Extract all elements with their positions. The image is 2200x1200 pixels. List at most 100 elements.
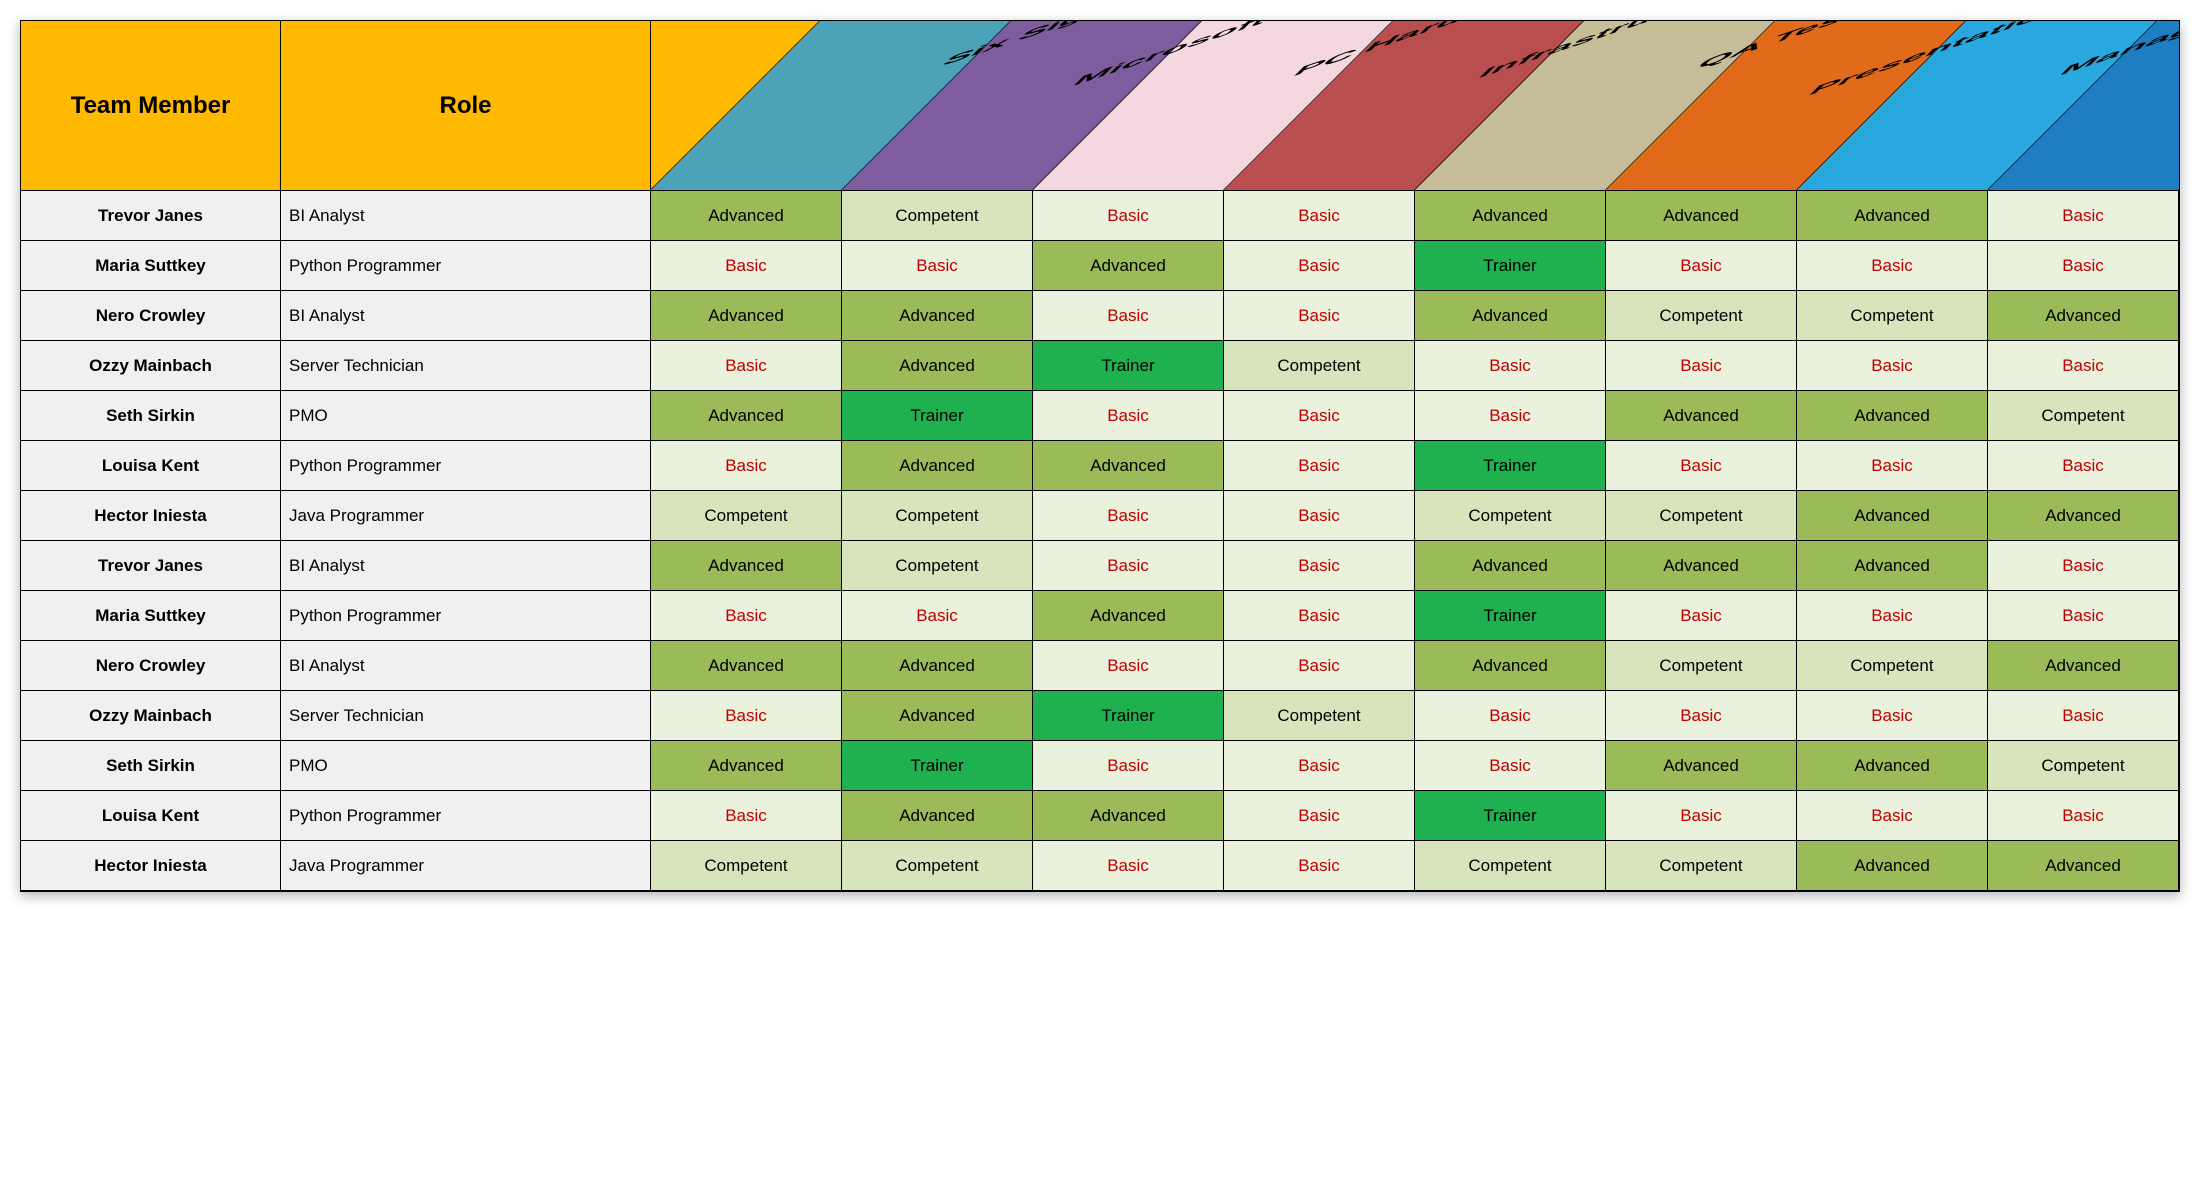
- role-cell: PMO: [281, 391, 651, 441]
- member-cell: Maria Suttkey: [21, 591, 281, 641]
- member-cell: Louisa Kent: [21, 441, 281, 491]
- skill-cell: Competent: [1606, 641, 1797, 691]
- member-cell: Hector Iniesta: [21, 491, 281, 541]
- skill-cell: Basic: [1797, 791, 1988, 841]
- skill-cell: Trainer: [1415, 241, 1606, 291]
- skill-cell: Basic: [1224, 641, 1415, 691]
- skill-cell: Competent: [842, 541, 1033, 591]
- skill-cell: Competent: [1797, 291, 1988, 341]
- role-cell: Java Programmer: [281, 841, 651, 891]
- skill-cell: Basic: [1797, 441, 1988, 491]
- skill-cell: Competent: [842, 191, 1033, 241]
- header-role: Role: [281, 21, 651, 191]
- header-skills: WrittenManagementPresentation SkillsQA T…: [651, 21, 2179, 191]
- skill-cell: Advanced: [1606, 191, 1797, 241]
- role-cell: Java Programmer: [281, 491, 651, 541]
- skill-cell: Advanced: [1797, 541, 1988, 591]
- skill-cell: Advanced: [1033, 241, 1224, 291]
- skill-cell: Competent: [1224, 691, 1415, 741]
- skill-cell: Competent: [651, 841, 842, 891]
- skill-cell: Advanced: [1415, 541, 1606, 591]
- skill-cell: Trainer: [1415, 791, 1606, 841]
- skill-cell: Advanced: [842, 791, 1033, 841]
- skill-cell: Basic: [651, 341, 842, 391]
- skill-cell: Basic: [1033, 291, 1224, 341]
- skill-cell: Advanced: [1033, 591, 1224, 641]
- skill-cell: Basic: [1033, 191, 1224, 241]
- skill-cell: Advanced: [1606, 391, 1797, 441]
- table-row: Hector IniestaJava ProgrammerCompetentCo…: [21, 491, 2179, 541]
- skill-cell: Advanced: [842, 441, 1033, 491]
- member-cell: Hector Iniesta: [21, 841, 281, 891]
- skill-cell: Competent: [1606, 291, 1797, 341]
- skill-cell: Trainer: [842, 391, 1033, 441]
- member-cell: Maria Suttkey: [21, 241, 281, 291]
- skill-cell: Basic: [1224, 491, 1415, 541]
- table-row: Louisa KentPython ProgrammerBasicAdvance…: [21, 791, 2179, 841]
- role-cell: PMO: [281, 741, 651, 791]
- skill-cell: Basic: [1224, 591, 1415, 641]
- skill-cell: Basic: [1797, 591, 1988, 641]
- skill-cell: Trainer: [1415, 591, 1606, 641]
- role-cell: Python Programmer: [281, 241, 651, 291]
- member-cell: Trevor Janes: [21, 541, 281, 591]
- table-row: Louisa KentPython ProgrammerBasicAdvance…: [21, 441, 2179, 491]
- skill-cell: Basic: [1033, 391, 1224, 441]
- skill-cell: Competent: [1415, 841, 1606, 891]
- member-cell: Ozzy Mainbach: [21, 341, 281, 391]
- skill-cell: Advanced: [651, 391, 842, 441]
- skill-cell: Basic: [1033, 491, 1224, 541]
- skills-matrix: Team Member Role WrittenManagementPresen…: [20, 20, 2180, 892]
- skill-cell: Basic: [1988, 591, 2179, 641]
- table-row: Nero CrowleyBI AnalystAdvancedAdvancedBa…: [21, 291, 2179, 341]
- skill-cell: Advanced: [1606, 741, 1797, 791]
- skill-cell: Competent: [1224, 341, 1415, 391]
- role-cell: BI Analyst: [281, 191, 651, 241]
- member-cell: Seth Sirkin: [21, 391, 281, 441]
- skill-cell: Basic: [1033, 741, 1224, 791]
- skill-cell: Advanced: [1797, 391, 1988, 441]
- skill-cell: Trainer: [842, 741, 1033, 791]
- table-row: Seth SirkinPMOAdvancedTrainerBasicBasicB…: [21, 741, 2179, 791]
- skill-cell: Advanced: [1415, 191, 1606, 241]
- skill-cell: Basic: [1606, 341, 1797, 391]
- skill-cell: Basic: [1988, 691, 2179, 741]
- skill-cell: Advanced: [1797, 741, 1988, 791]
- skill-cell: Basic: [1415, 341, 1606, 391]
- member-cell: Nero Crowley: [21, 641, 281, 691]
- skill-cell: Basic: [1797, 691, 1988, 741]
- skill-cell: Basic: [1415, 741, 1606, 791]
- table-row: Maria SuttkeyPython ProgrammerBasicBasic…: [21, 591, 2179, 641]
- skill-cell: Basic: [651, 591, 842, 641]
- skill-cell: Competent: [651, 491, 842, 541]
- skill-cell: Advanced: [1797, 191, 1988, 241]
- skill-cell: Competent: [1988, 391, 2179, 441]
- header-member: Team Member: [21, 21, 281, 191]
- skill-cell: Basic: [1033, 541, 1224, 591]
- skill-cell: Basic: [1224, 441, 1415, 491]
- member-cell: Louisa Kent: [21, 791, 281, 841]
- table-row: Nero CrowleyBI AnalystAdvancedAdvancedBa…: [21, 641, 2179, 691]
- skill-cell: Basic: [1606, 441, 1797, 491]
- role-cell: Python Programmer: [281, 591, 651, 641]
- skill-cell: Advanced: [1033, 791, 1224, 841]
- skill-cell: Basic: [1033, 841, 1224, 891]
- skill-cell: Advanced: [1033, 441, 1224, 491]
- skill-cell: Basic: [1224, 741, 1415, 791]
- skill-cell: Basic: [651, 241, 842, 291]
- skill-cell: Basic: [1224, 841, 1415, 891]
- skill-cell: Trainer: [1415, 441, 1606, 491]
- role-cell: Python Programmer: [281, 441, 651, 491]
- skill-cell: Basic: [1988, 791, 2179, 841]
- skill-cell: Competent: [1797, 641, 1988, 691]
- member-cell: Nero Crowley: [21, 291, 281, 341]
- skill-cell: Advanced: [1797, 491, 1988, 541]
- skill-cell: Advanced: [1988, 291, 2179, 341]
- table-row: Seth SirkinPMOAdvancedTrainerBasicBasicB…: [21, 391, 2179, 441]
- table-row: Ozzy MainbachServer TechnicianBasicAdvan…: [21, 691, 2179, 741]
- skill-cell: Basic: [1224, 241, 1415, 291]
- member-cell: Seth Sirkin: [21, 741, 281, 791]
- table-row: Trevor JanesBI AnalystAdvancedCompetentB…: [21, 191, 2179, 241]
- skill-cell: Basic: [1224, 191, 1415, 241]
- member-cell: Ozzy Mainbach: [21, 691, 281, 741]
